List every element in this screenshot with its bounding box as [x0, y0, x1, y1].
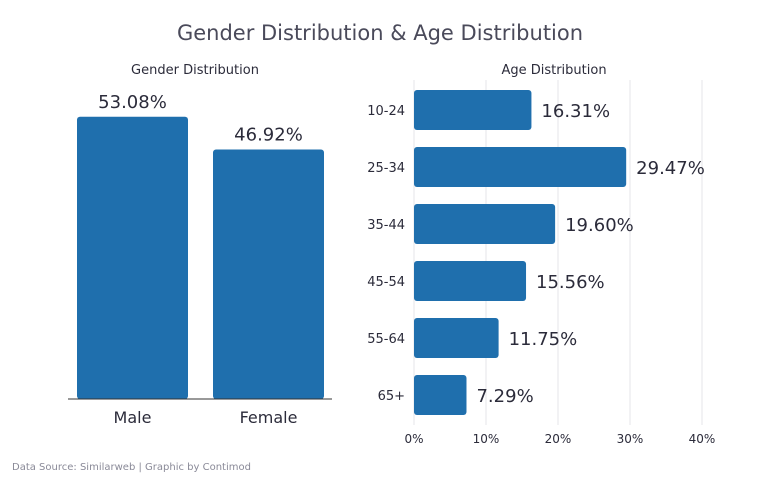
- gender-bars: 53.08% Male 46.92% Female: [77, 92, 324, 427]
- age-x-tick-label: 0%: [404, 432, 423, 446]
- age-grid: 0% 10% 20% 30% 40%: [404, 80, 715, 446]
- age-bars: 16.31% 10-24 29.47% 25-34 19.60% 35-44 15.56% 4…: [367, 90, 705, 415]
- age-value-label: 7.29%: [476, 386, 533, 407]
- age-x-tick-label: 40%: [689, 432, 716, 446]
- age-bar-65+: [414, 375, 467, 415]
- gender-category-label: Male: [114, 408, 152, 427]
- footer-source: Data Source: Similarweb | Graphic by Con…: [12, 462, 251, 473]
- gender-chart-title: Gender Distribution: [131, 63, 259, 78]
- age-category-label: 45-54: [367, 275, 405, 290]
- age-x-tick-label: 30%: [617, 432, 644, 446]
- age-category-label: 55-64: [367, 332, 405, 347]
- gender-bar-female: [213, 149, 324, 399]
- age-category-label: 25-34: [367, 161, 405, 176]
- age-chart-title: Age Distribution: [501, 63, 606, 78]
- gender-value-label: 53.08%: [98, 92, 167, 113]
- age-x-tick-label: 20%: [545, 432, 572, 446]
- gender-bar-male: [77, 116, 188, 400]
- age-bar-45-54: [414, 261, 527, 301]
- age-value-label: 29.47%: [636, 158, 705, 179]
- age-bar-25-34: [414, 147, 627, 187]
- age-value-label: 11.75%: [509, 329, 578, 350]
- page-title: Gender Distribution & Age Distribution: [177, 21, 583, 45]
- age-bar-10-24: [414, 90, 532, 130]
- age-value-label: 16.31%: [541, 101, 610, 122]
- age-x-tick-label: 10%: [473, 432, 500, 446]
- age-category-label: 65+: [378, 389, 405, 404]
- age-category-label: 10-24: [367, 104, 405, 119]
- age-value-label: 15.56%: [536, 272, 605, 293]
- gender-value-label: 46.92%: [234, 125, 303, 146]
- age-bar-35-44: [414, 204, 556, 244]
- gender-category-label: Female: [240, 408, 298, 427]
- age-value-label: 19.60%: [565, 215, 634, 236]
- age-category-label: 35-44: [367, 218, 405, 233]
- age-bar-55-64: [414, 318, 499, 358]
